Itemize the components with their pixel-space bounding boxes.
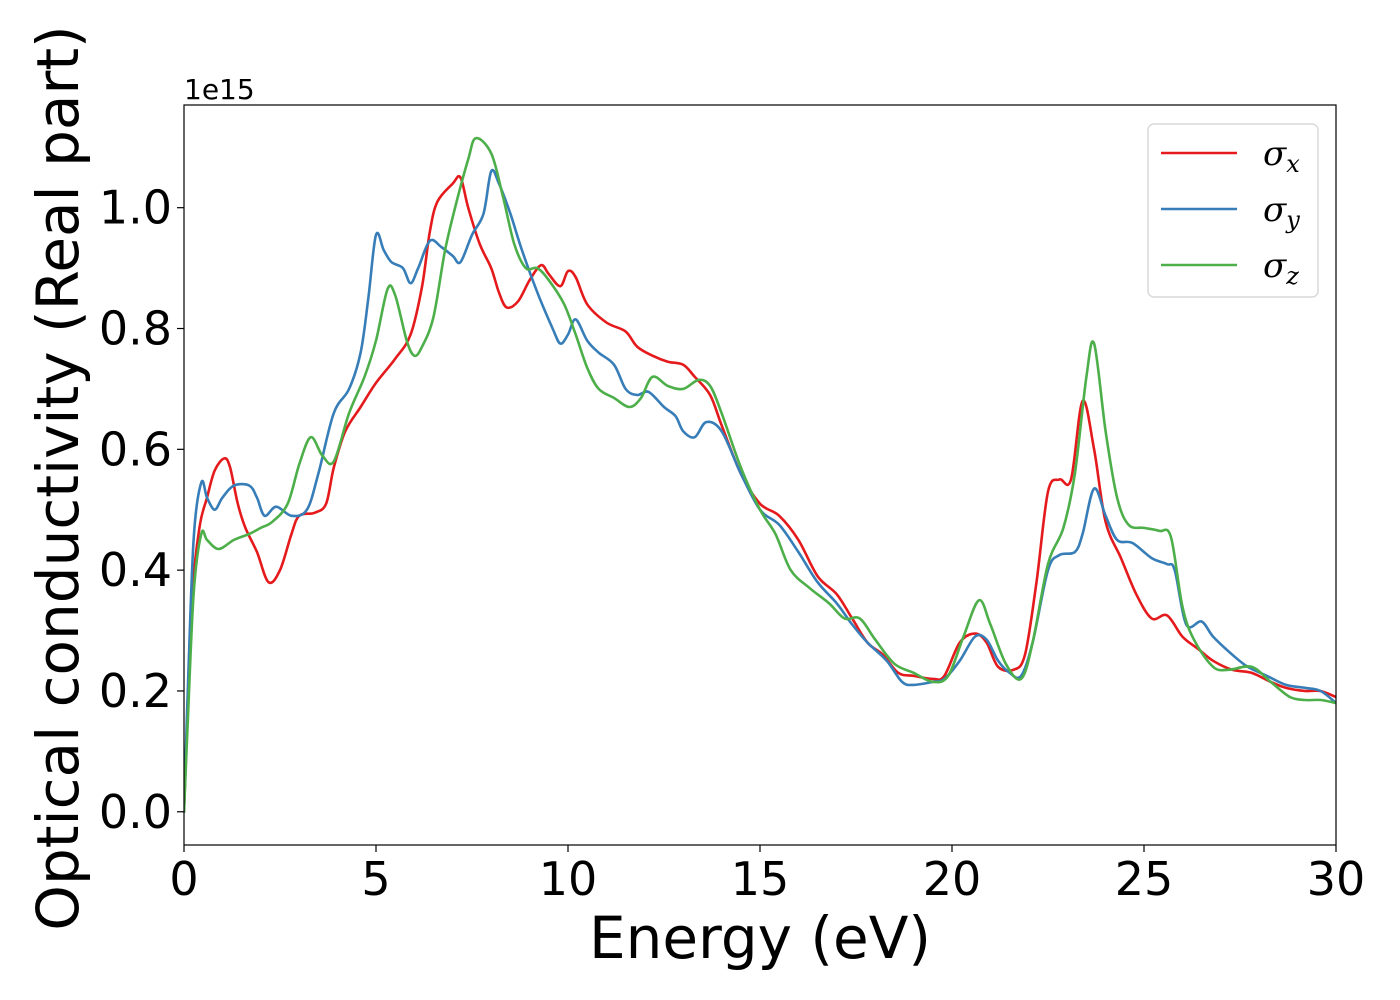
x-axis-title: Energy (eV) xyxy=(589,904,931,972)
y-tick-label: 0.2 xyxy=(99,664,172,718)
y-tick-label: 0.6 xyxy=(99,422,172,476)
y-tick-label: 1.0 xyxy=(99,181,172,235)
series-layer xyxy=(184,136,1336,814)
x-tick-label: 25 xyxy=(1115,852,1174,906)
y-tick-label: 0.4 xyxy=(99,543,172,597)
x-axis: 0 5 10 15 20 25 30 xyxy=(169,845,1365,906)
legend-box xyxy=(1147,123,1319,298)
x-tick-label: 0 xyxy=(169,852,198,906)
y-tick-label: 0.8 xyxy=(99,302,172,356)
x-tick-label: 20 xyxy=(923,852,982,906)
x-tick-label: 5 xyxy=(361,852,390,906)
y-axis-title: Optical conductivity (Real part) xyxy=(24,25,92,930)
x-tick-label: 10 xyxy=(539,852,598,906)
y-axis: 0.0 0.2 0.4 0.6 0.8 1.0 xyxy=(99,181,184,839)
series-line-σz xyxy=(184,136,1336,814)
y-tick-label: 0.0 xyxy=(99,785,172,839)
x-tick-label: 30 xyxy=(1307,852,1366,906)
series-line-σy xyxy=(184,168,1336,814)
y-offset-label: 1e15 xyxy=(184,73,255,106)
x-tick-label: 15 xyxy=(731,852,790,906)
